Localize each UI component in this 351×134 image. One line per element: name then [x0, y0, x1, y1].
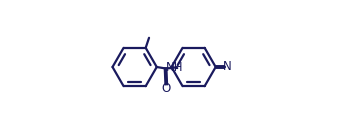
Text: N: N — [223, 60, 232, 74]
Text: O: O — [161, 82, 171, 95]
Text: NH: NH — [166, 61, 184, 74]
